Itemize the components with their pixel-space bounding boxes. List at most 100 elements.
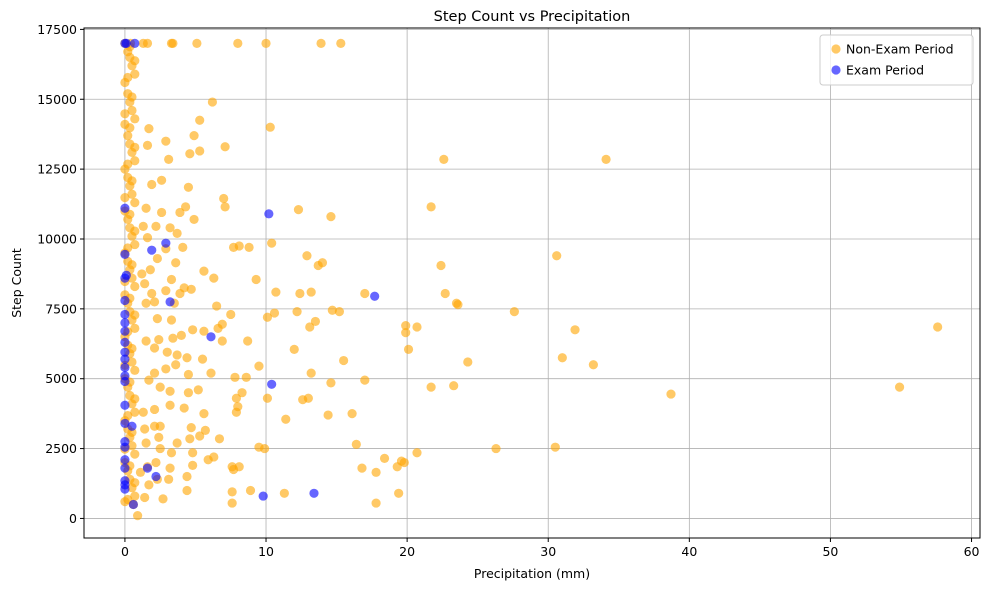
data-point <box>127 441 137 451</box>
data-point <box>147 245 157 255</box>
data-points <box>120 38 943 521</box>
data-point <box>151 221 161 232</box>
data-point <box>155 382 165 392</box>
data-point <box>412 448 422 458</box>
data-point <box>165 463 175 473</box>
data-point <box>403 344 414 354</box>
data-point <box>237 388 247 398</box>
data-point <box>261 38 271 48</box>
data-point <box>120 193 130 203</box>
data-point <box>120 326 130 336</box>
data-point <box>207 97 218 107</box>
data-point <box>197 354 208 364</box>
data-point <box>185 434 195 444</box>
x-axis-label: Precipitation (mm) <box>474 566 590 581</box>
data-point <box>199 409 209 419</box>
data-point <box>439 154 449 164</box>
data-point <box>127 315 137 325</box>
data-point <box>144 480 154 490</box>
data-point <box>306 368 316 378</box>
data-point <box>219 193 229 204</box>
data-point <box>161 364 171 374</box>
data-point <box>186 284 196 294</box>
data-point <box>130 69 140 79</box>
data-point <box>227 498 237 508</box>
data-point <box>138 221 148 232</box>
data-point <box>463 357 473 367</box>
data-point <box>316 38 326 48</box>
data-point <box>214 434 225 444</box>
data-point <box>127 399 137 409</box>
data-point <box>127 357 137 367</box>
data-point <box>166 38 177 48</box>
data-point <box>310 316 321 327</box>
data-point <box>306 287 316 297</box>
x-tick-label: 10 <box>258 544 274 559</box>
data-point <box>120 362 130 373</box>
data-point <box>188 460 198 470</box>
data-point <box>161 136 171 146</box>
x-tick-label: 20 <box>399 544 415 559</box>
y-tick-label: 2500 <box>45 441 77 456</box>
data-point <box>179 403 189 413</box>
data-point <box>220 202 230 212</box>
data-point <box>209 273 219 283</box>
data-point <box>182 353 192 363</box>
data-point <box>127 231 137 241</box>
data-point <box>120 249 130 259</box>
data-point <box>351 439 361 449</box>
data-point <box>130 114 140 124</box>
data-point <box>130 491 140 501</box>
data-point <box>120 109 130 119</box>
data-point <box>666 389 676 399</box>
data-point <box>157 207 167 218</box>
data-point <box>166 274 177 285</box>
data-point <box>258 491 268 501</box>
data-point <box>401 328 411 338</box>
data-point <box>491 443 501 454</box>
plot-area-frame <box>83 27 981 539</box>
data-point <box>172 438 182 448</box>
data-point <box>164 154 174 164</box>
data-point <box>326 378 336 388</box>
data-point <box>195 431 205 441</box>
data-point <box>142 232 153 243</box>
x-tick-label: 60 <box>964 544 980 559</box>
data-point <box>302 251 312 261</box>
data-point <box>127 105 137 116</box>
series-1 <box>120 38 380 510</box>
data-point <box>209 452 219 462</box>
data-point <box>152 253 162 264</box>
data-point <box>195 146 205 156</box>
data-point <box>144 375 154 385</box>
data-point <box>426 202 436 212</box>
data-point <box>588 360 598 370</box>
data-point <box>313 260 323 271</box>
data-point <box>154 334 164 345</box>
data-point <box>360 375 370 385</box>
data-point <box>120 418 130 429</box>
data-point <box>183 182 194 192</box>
data-point <box>217 336 227 346</box>
data-point <box>127 189 137 199</box>
data-point <box>281 414 291 424</box>
data-point <box>149 368 160 378</box>
data-point <box>140 492 150 503</box>
data-point <box>144 124 154 134</box>
data-point <box>120 77 130 88</box>
data-point <box>157 175 167 185</box>
data-point <box>168 333 178 343</box>
data-point <box>121 38 131 48</box>
data-point <box>162 347 172 357</box>
data-point <box>147 288 157 299</box>
data-point <box>138 38 148 48</box>
data-point <box>339 355 349 366</box>
data-point <box>182 471 192 482</box>
data-point <box>133 511 143 521</box>
data-point <box>137 269 147 279</box>
data-point <box>195 115 205 125</box>
data-point <box>120 318 130 328</box>
data-point <box>180 202 191 212</box>
data-point <box>120 337 130 347</box>
data-point <box>309 488 319 498</box>
